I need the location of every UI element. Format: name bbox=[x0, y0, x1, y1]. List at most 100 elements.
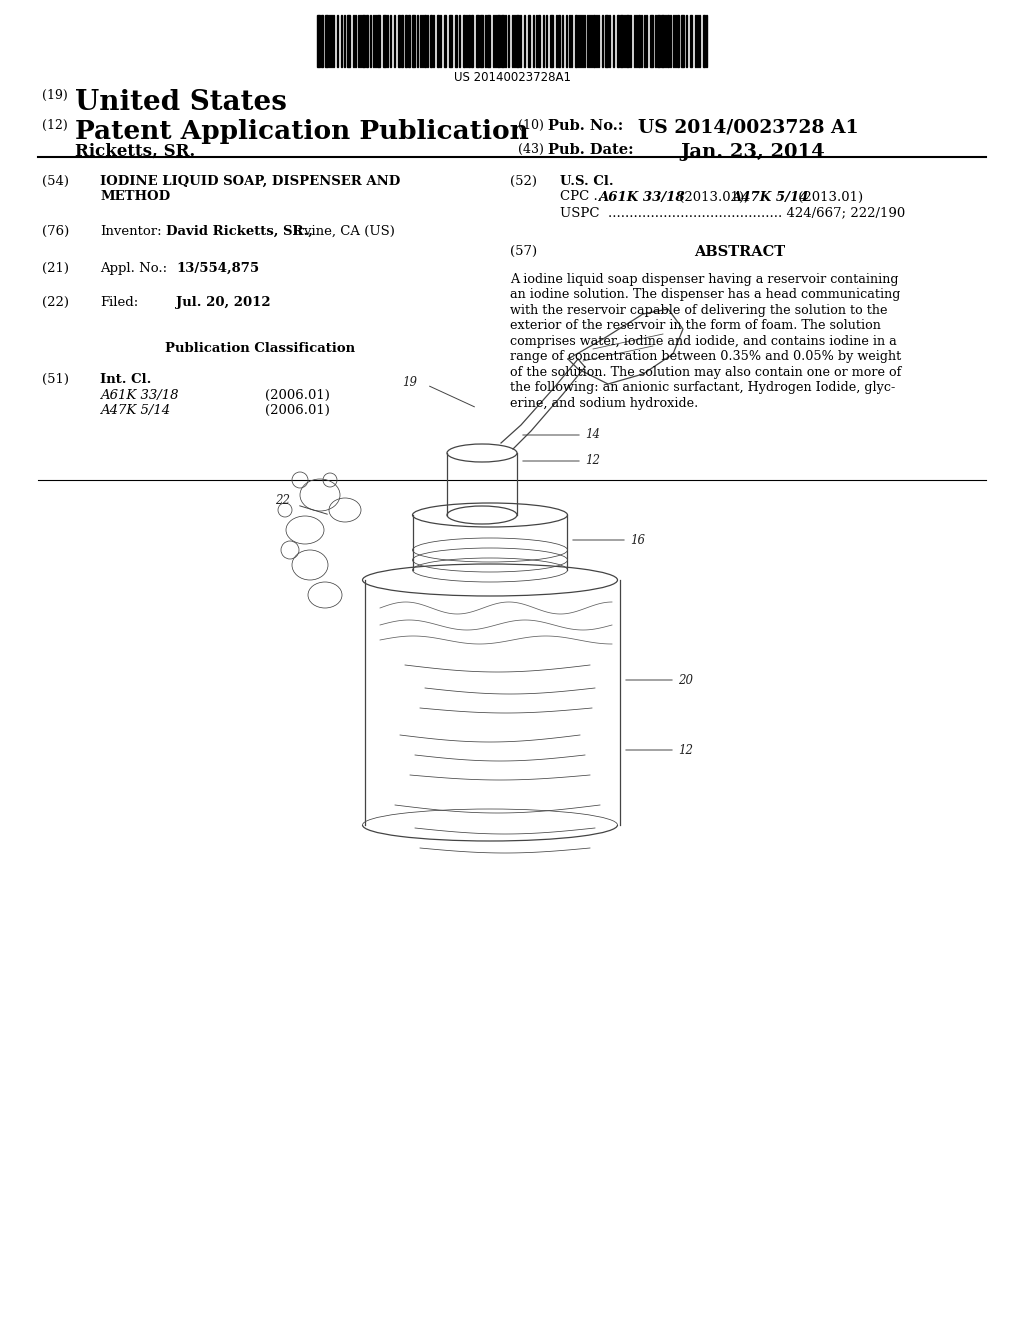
Text: CPC ..: CPC .. bbox=[560, 190, 606, 203]
Bar bbox=[690, 15, 692, 67]
Text: an iodine solution. The dispenser has a head communicating: an iodine solution. The dispenser has a … bbox=[510, 288, 900, 301]
Text: METHOD: METHOD bbox=[100, 190, 170, 203]
Bar bbox=[455, 15, 457, 67]
Bar bbox=[366, 15, 368, 67]
Bar bbox=[325, 15, 328, 67]
Bar bbox=[550, 15, 553, 67]
Bar bbox=[667, 15, 669, 67]
Text: (43): (43) bbox=[518, 143, 544, 156]
Text: A61K 33/18: A61K 33/18 bbox=[598, 190, 685, 203]
Bar bbox=[468, 15, 470, 67]
Text: 12: 12 bbox=[585, 454, 600, 467]
Bar bbox=[575, 15, 577, 67]
Text: A47K 5/14: A47K 5/14 bbox=[731, 190, 809, 203]
Bar bbox=[463, 15, 465, 67]
Text: 16: 16 bbox=[630, 533, 645, 546]
Text: Pub. No.:: Pub. No.: bbox=[548, 119, 624, 133]
Text: ABSTRACT: ABSTRACT bbox=[694, 244, 785, 259]
Text: IODINE LIQUID SOAP, DISPENSER AND: IODINE LIQUID SOAP, DISPENSER AND bbox=[100, 176, 400, 187]
Text: 19: 19 bbox=[402, 376, 417, 389]
Bar bbox=[480, 15, 483, 67]
Bar bbox=[321, 15, 323, 67]
Text: Inventor:: Inventor: bbox=[100, 224, 162, 238]
Text: exterior of the reservoir in the form of foam. The solution: exterior of the reservoir in the form of… bbox=[510, 319, 881, 333]
Bar bbox=[377, 15, 380, 67]
Text: (21): (21) bbox=[42, 261, 69, 275]
Text: (19): (19) bbox=[42, 88, 68, 102]
Text: Filed:: Filed: bbox=[100, 296, 138, 309]
Bar bbox=[516, 15, 519, 67]
Bar bbox=[347, 15, 350, 67]
Text: Int. Cl.: Int. Cl. bbox=[100, 374, 152, 387]
Text: A iodine liquid soap dispenser having a reservoir containing: A iodine liquid soap dispenser having a … bbox=[510, 273, 898, 285]
Bar bbox=[620, 15, 623, 67]
Text: A47K 5/14: A47K 5/14 bbox=[100, 404, 170, 417]
Bar bbox=[538, 15, 540, 67]
Text: erine, and sodium hydroxide.: erine, and sodium hydroxide. bbox=[510, 396, 698, 409]
Bar bbox=[444, 15, 446, 67]
Bar bbox=[657, 15, 660, 67]
Text: Patent Application Publication: Patent Application Publication bbox=[75, 119, 528, 144]
Bar bbox=[406, 15, 407, 67]
Text: the following: an anionic surfactant, Hydrogen Iodide, glyc-: the following: an anionic surfactant, Hy… bbox=[510, 381, 895, 395]
Text: US 2014/0023728 A1: US 2014/0023728 A1 bbox=[638, 119, 859, 137]
Text: (2013.01): (2013.01) bbox=[794, 190, 863, 203]
Text: Jul. 20, 2012: Jul. 20, 2012 bbox=[176, 296, 270, 309]
Bar bbox=[430, 15, 432, 67]
Text: Pub. Date:: Pub. Date: bbox=[548, 143, 634, 157]
Text: USPC  ......................................... 424/667; 222/190: USPC ...................................… bbox=[560, 206, 905, 219]
Text: 12: 12 bbox=[678, 743, 693, 756]
Text: 14: 14 bbox=[585, 429, 600, 441]
Text: U.S. Cl.: U.S. Cl. bbox=[560, 176, 613, 187]
Bar bbox=[412, 15, 415, 67]
Text: US 20140023728A1: US 20140023728A1 bbox=[454, 71, 570, 84]
Text: range of concentration between 0.35% and 0.05% by weight: range of concentration between 0.35% and… bbox=[510, 350, 901, 363]
Bar bbox=[317, 15, 319, 67]
Bar bbox=[362, 15, 365, 67]
Text: David Ricketts, SR.,: David Ricketts, SR., bbox=[166, 224, 313, 238]
Bar bbox=[437, 15, 439, 67]
Bar bbox=[383, 15, 386, 67]
Bar bbox=[703, 15, 705, 67]
Bar bbox=[593, 15, 595, 67]
Bar bbox=[677, 15, 679, 67]
Text: Ricketts, SR.: Ricketts, SR. bbox=[75, 143, 196, 160]
Text: (76): (76) bbox=[42, 224, 70, 238]
Text: Irvine, CA (US): Irvine, CA (US) bbox=[288, 224, 395, 238]
Bar bbox=[626, 15, 629, 67]
Text: (57): (57) bbox=[510, 244, 538, 257]
Text: Publication Classification: Publication Classification bbox=[165, 342, 355, 355]
Text: A61K 33/18: A61K 33/18 bbox=[100, 389, 178, 401]
Bar bbox=[681, 15, 684, 67]
Bar bbox=[528, 15, 530, 67]
Text: (51): (51) bbox=[42, 374, 69, 387]
Text: 20: 20 bbox=[678, 673, 693, 686]
Bar bbox=[650, 15, 653, 67]
Text: 13/554,875: 13/554,875 bbox=[176, 261, 259, 275]
Bar bbox=[408, 15, 410, 67]
Bar bbox=[471, 15, 473, 67]
Text: (10): (10) bbox=[518, 119, 544, 132]
Bar bbox=[605, 15, 608, 67]
Text: (2013.01);: (2013.01); bbox=[675, 190, 753, 203]
Text: United States: United States bbox=[75, 88, 287, 116]
Text: with the reservoir capable of delivering the solution to the: with the reservoir capable of delivering… bbox=[510, 304, 888, 317]
Bar bbox=[638, 15, 640, 67]
Text: Jan. 23, 2014: Jan. 23, 2014 bbox=[680, 143, 824, 161]
Bar bbox=[401, 15, 403, 67]
Bar bbox=[487, 15, 490, 67]
Bar bbox=[558, 15, 560, 67]
Bar bbox=[449, 15, 452, 67]
Bar bbox=[497, 15, 500, 67]
Bar bbox=[501, 15, 504, 67]
Text: of the solution. The solution may also contain one or more of: of the solution. The solution may also c… bbox=[510, 366, 901, 379]
Text: (2006.01): (2006.01) bbox=[265, 404, 330, 417]
Text: Appl. No.:: Appl. No.: bbox=[100, 261, 167, 275]
Bar bbox=[424, 15, 426, 67]
Bar bbox=[476, 15, 479, 67]
Text: (54): (54) bbox=[42, 176, 69, 187]
Text: (2006.01): (2006.01) bbox=[265, 389, 330, 401]
Bar bbox=[398, 15, 400, 67]
Text: (52): (52) bbox=[510, 176, 537, 187]
Text: (22): (22) bbox=[42, 296, 69, 309]
